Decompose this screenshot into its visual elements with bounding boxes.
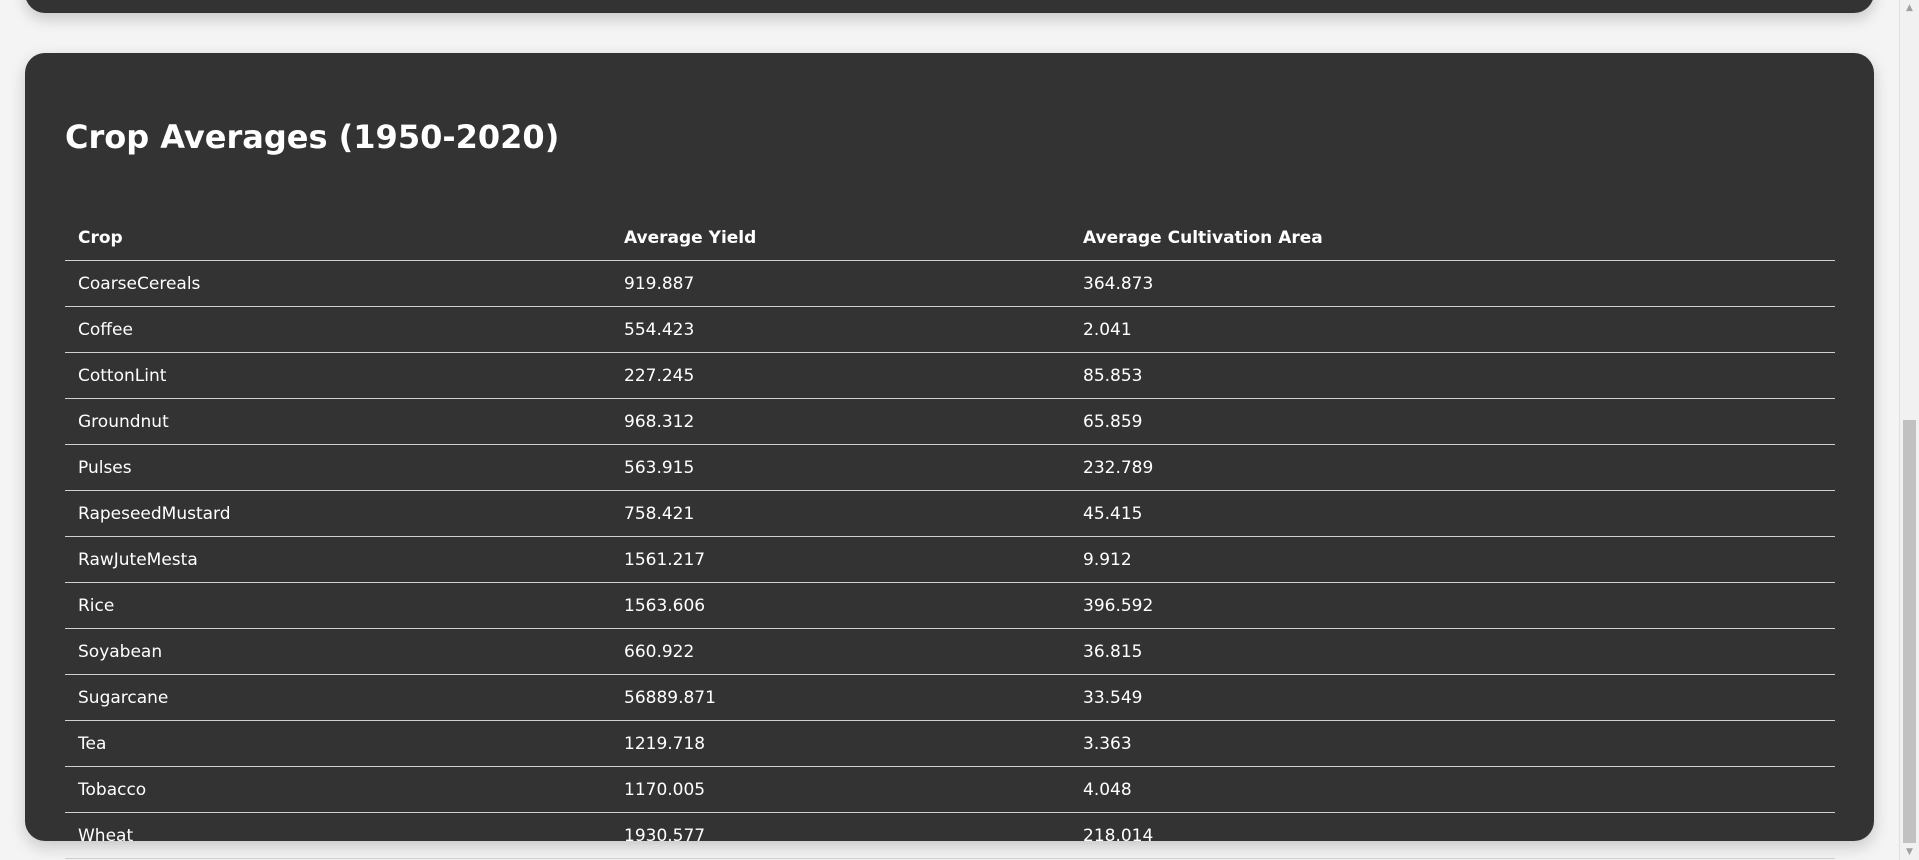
- table-row: Sugarcane 56889.871 33.549: [65, 674, 1835, 721]
- cell-crop: Pulses: [65, 444, 611, 491]
- cell-average-cultivation-area: 232.789: [1070, 444, 1835, 491]
- table-row: RapeseedMustard 758.421 45.415: [65, 490, 1835, 537]
- cell-average-cultivation-area: 65.859: [1070, 398, 1835, 445]
- cell-average-yield: 1561.217: [611, 536, 1070, 583]
- table-row: Wheat 1930.577 218.014: [65, 812, 1835, 859]
- column-header-average-yield: Average Yield: [611, 216, 1070, 261]
- table-row: CottonLint 227.245 85.853: [65, 352, 1835, 399]
- cell-average-yield: 660.922: [611, 628, 1070, 675]
- cell-average-yield: 1563.606: [611, 582, 1070, 629]
- column-header-crop: Crop: [65, 216, 611, 261]
- cell-average-cultivation-area: 45.415: [1070, 490, 1835, 537]
- cell-average-yield: 56889.871: [611, 674, 1070, 721]
- cell-average-yield: 554.423: [611, 306, 1070, 353]
- scroll-up-arrow-icon[interactable]: ▲: [1906, 3, 1913, 13]
- table-row: Groundnut 968.312 65.859: [65, 398, 1835, 445]
- cell-crop: Sugarcane: [65, 674, 611, 721]
- cell-average-cultivation-area: 218.014: [1070, 812, 1835, 859]
- cell-crop: CottonLint: [65, 352, 611, 399]
- cell-average-cultivation-area: 4.048: [1070, 766, 1835, 813]
- cell-average-yield: 1219.718: [611, 720, 1070, 767]
- cell-average-cultivation-area: 36.815: [1070, 628, 1835, 675]
- crop-averages-table-wrapper: Crop Average Yield Average Cultivation A…: [65, 216, 1835, 859]
- table-row: RawJuteMesta 1561.217 9.912: [65, 536, 1835, 583]
- cell-crop: Groundnut: [65, 398, 611, 445]
- table-row: Tea 1219.718 3.363: [65, 720, 1835, 767]
- table-row: Pulses 563.915 232.789: [65, 444, 1835, 491]
- section-title: Crop Averages (1950-2020): [65, 118, 560, 156]
- table-row: Rice 1563.606 396.592: [65, 582, 1835, 629]
- table-row: Soyabean 660.922 36.815: [65, 628, 1835, 675]
- table-row: Tobacco 1170.005 4.048: [65, 766, 1835, 813]
- cell-average-cultivation-area: 9.912: [1070, 536, 1835, 583]
- cell-crop: RawJuteMesta: [65, 536, 611, 583]
- cell-crop: RapeseedMustard: [65, 490, 611, 537]
- cell-average-yield: 919.887: [611, 260, 1070, 307]
- cell-average-cultivation-area: 33.549: [1070, 674, 1835, 721]
- cell-average-cultivation-area: 3.363: [1070, 720, 1835, 767]
- cell-average-yield: 1930.577: [611, 812, 1070, 859]
- table-header: Crop Average Yield Average Cultivation A…: [65, 216, 1835, 261]
- cell-average-yield: 227.245: [611, 352, 1070, 399]
- scroll-down-arrow-icon[interactable]: ▼: [1906, 847, 1913, 857]
- cell-average-yield: 563.915: [611, 444, 1070, 491]
- cell-average-cultivation-area: 85.853: [1070, 352, 1835, 399]
- cell-crop: Tobacco: [65, 766, 611, 813]
- scrollbar-thumb[interactable]: [1903, 420, 1916, 843]
- table-header-row: Crop Average Yield Average Cultivation A…: [65, 216, 1835, 261]
- cell-average-yield: 968.312: [611, 398, 1070, 445]
- cell-crop: Soyabean: [65, 628, 611, 675]
- cell-crop: Rice: [65, 582, 611, 629]
- crop-averages-table: Crop Average Yield Average Cultivation A…: [65, 216, 1835, 859]
- vertical-scrollbar[interactable]: ▲ ▼: [1899, 0, 1919, 860]
- cell-average-yield: 758.421: [611, 490, 1070, 537]
- cell-crop: Coffee: [65, 306, 611, 353]
- table-body: CoarseCereals 919.887 364.873 Coffee 554…: [65, 260, 1835, 859]
- table-row: CoarseCereals 919.887 364.873: [65, 260, 1835, 307]
- cell-average-cultivation-area: 2.041: [1070, 306, 1835, 353]
- cell-crop: Tea: [65, 720, 611, 767]
- previous-card: [25, 0, 1874, 13]
- cell-average-cultivation-area: 364.873: [1070, 260, 1835, 307]
- column-header-average-cultivation-area: Average Cultivation Area: [1070, 216, 1835, 261]
- table-row: Coffee 554.423 2.041: [65, 306, 1835, 353]
- cell-crop: CoarseCereals: [65, 260, 611, 307]
- cell-average-cultivation-area: 396.592: [1070, 582, 1835, 629]
- crop-averages-card: Crop Averages (1950-2020) Crop Average Y…: [25, 53, 1874, 859]
- cell-crop: Wheat: [65, 812, 611, 859]
- cell-average-yield: 1170.005: [611, 766, 1070, 813]
